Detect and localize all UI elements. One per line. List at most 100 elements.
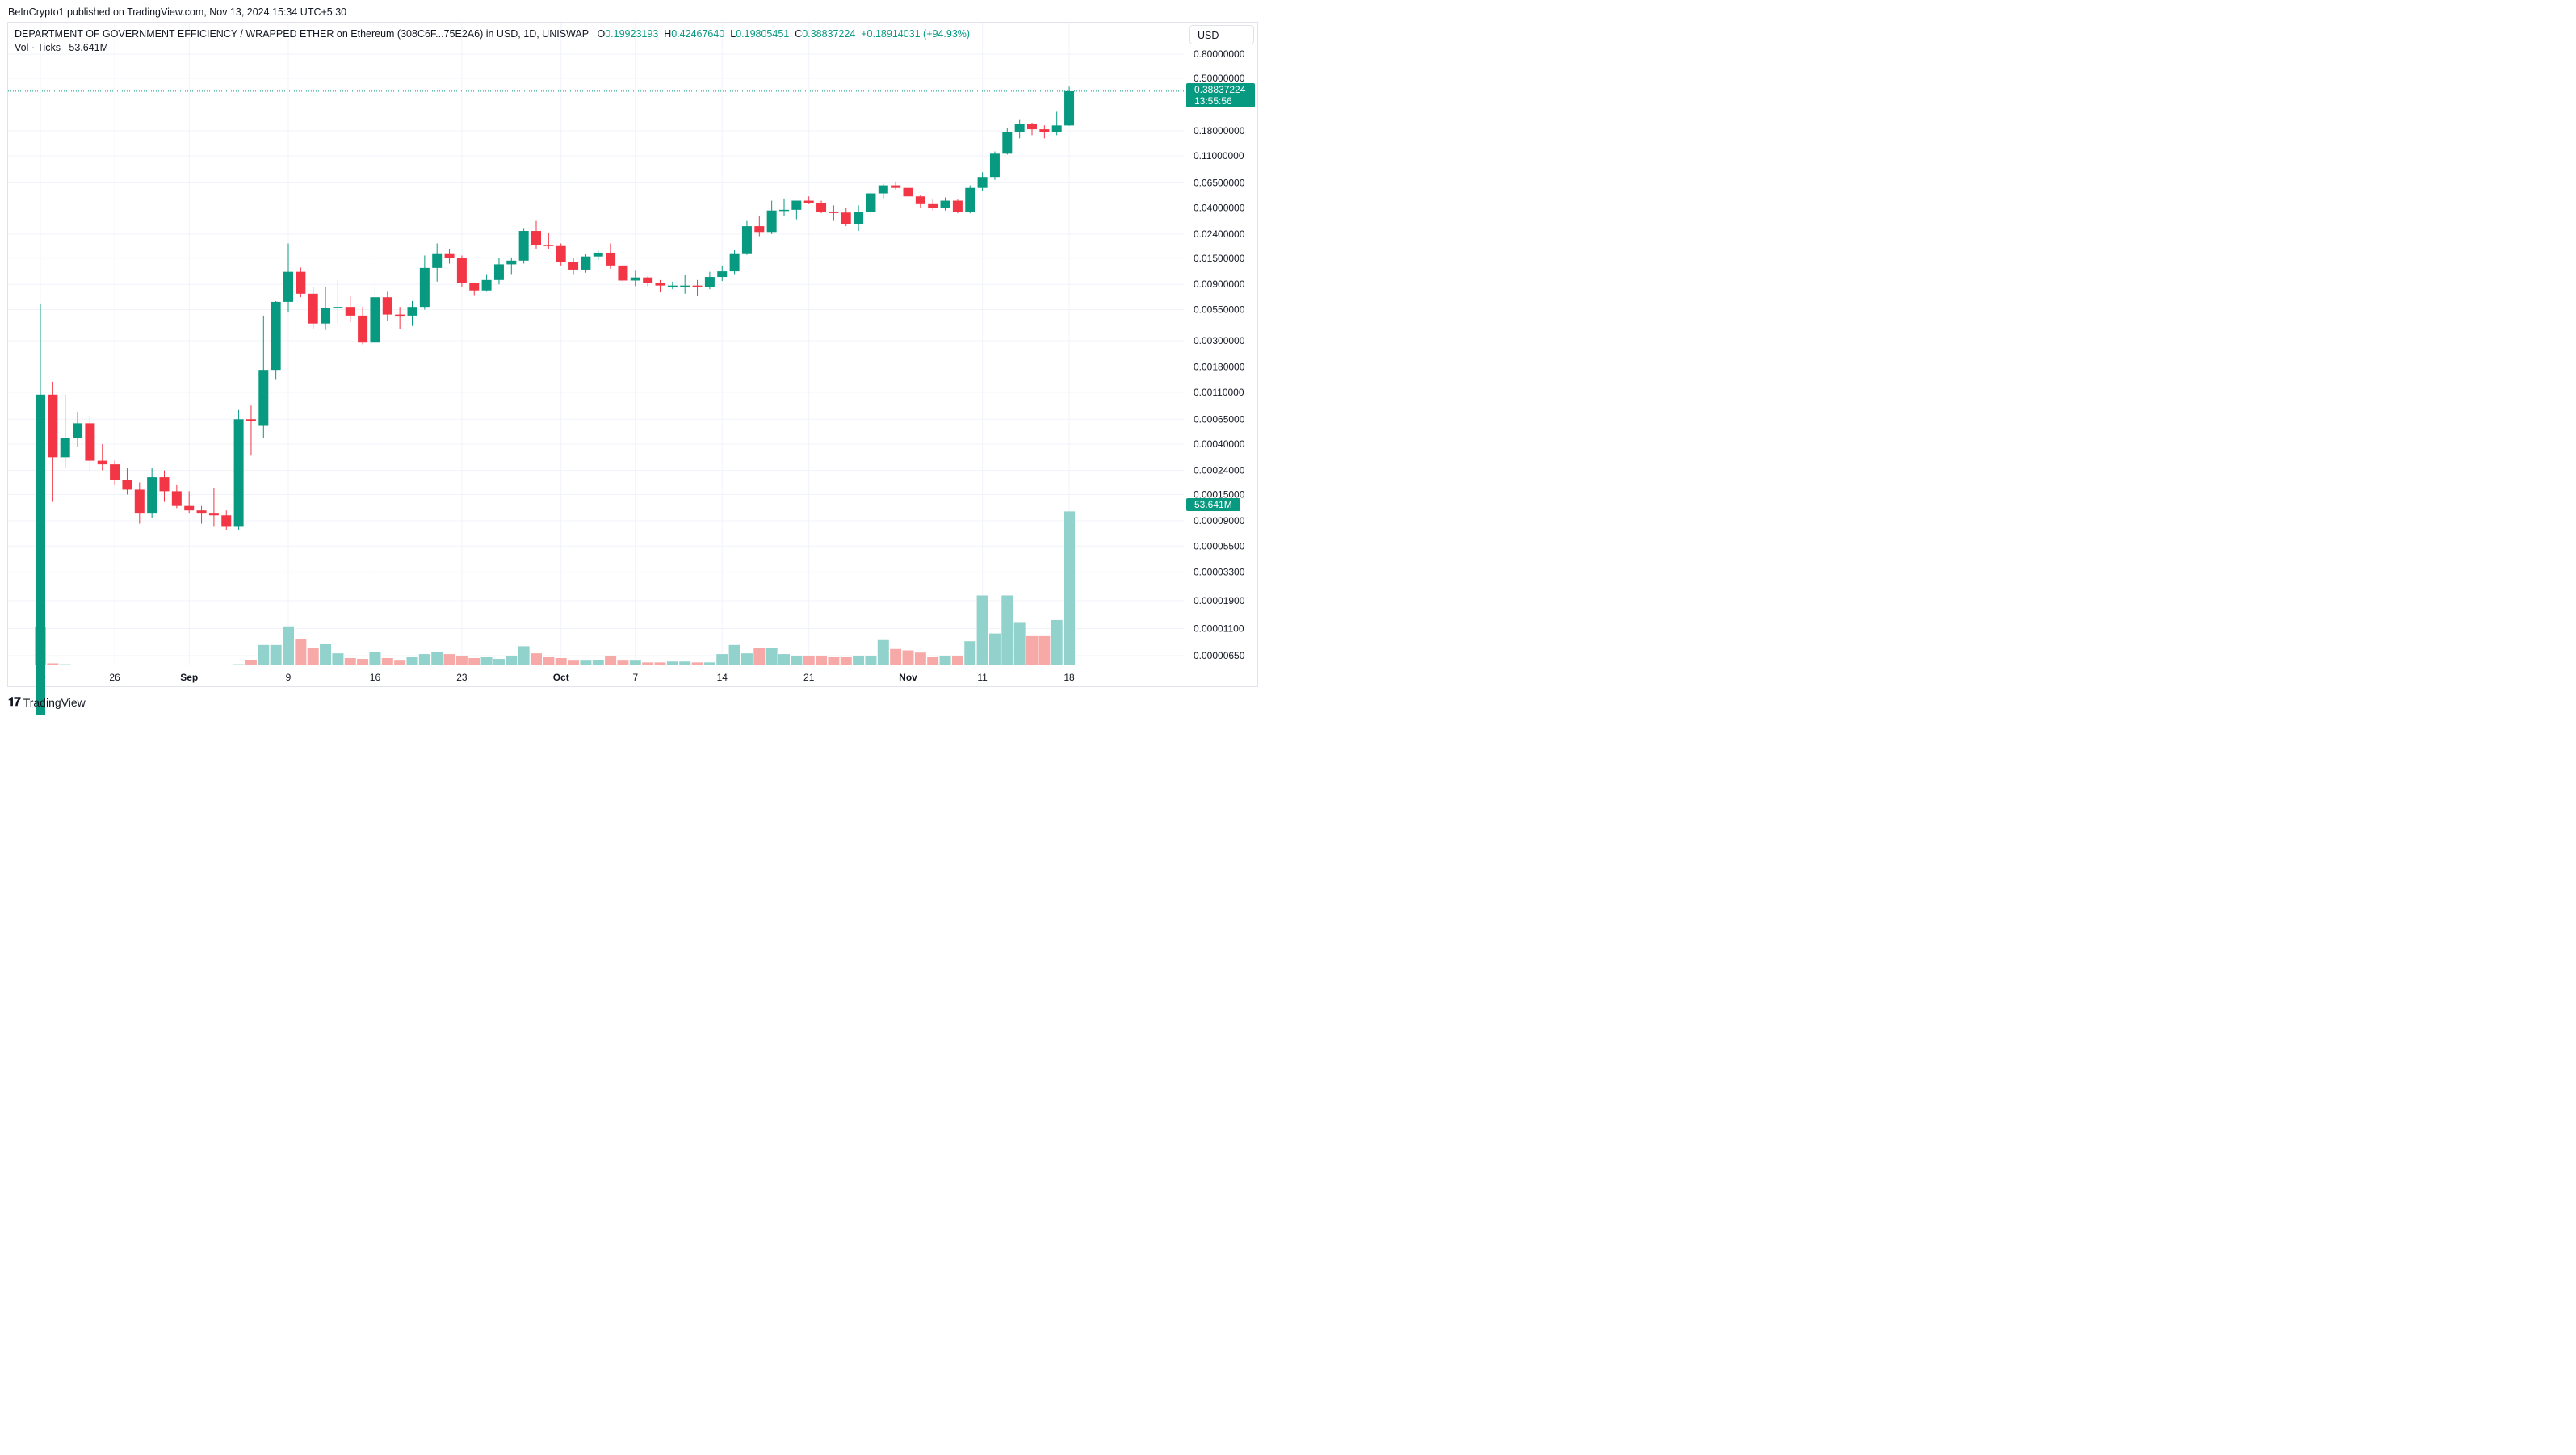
volume-bar [703,662,715,665]
candle-body [1051,125,1062,132]
candle-body [296,271,306,294]
candle-body [729,253,740,272]
y-tick-label: 0.00001100 [1194,623,1244,635]
candle-body [469,283,480,291]
candle-body [581,256,591,270]
y-tick-label: 0.00300000 [1194,335,1245,346]
candle-body [48,394,58,458]
volume-bar [394,660,406,665]
candle-body [977,177,988,188]
volume-value: 53.641M [69,42,109,53]
y-tick-label: 0.00040000 [1194,438,1245,450]
volume-bar [816,656,828,665]
volume-bar [418,654,430,665]
y-tick-label: 0.00024000 [1194,465,1245,476]
volume-bar [605,656,617,665]
x-tick-label: 14 [717,672,728,683]
volume-bar [778,654,790,665]
chart-frame [7,22,1258,687]
candle-body [345,307,355,316]
volume-bar [1064,511,1076,665]
x-tick-label: 9 [286,672,292,683]
volume-bar [976,595,988,665]
y-tick-label: 0.00009000 [1194,515,1245,526]
volume-bar [47,663,59,665]
volume-bar [914,652,926,665]
candle-body [233,419,244,527]
currency-button[interactable]: USD [1189,25,1254,44]
volume-bar [344,658,356,665]
y-tick-label: 0.06500000 [1194,178,1245,189]
y-tick-label: 0.04000000 [1194,202,1245,213]
candle-body [407,307,417,316]
high-value: 0.42467640 [671,28,725,40]
volume-bar [890,648,902,665]
candle-body [878,185,888,194]
volume-legend: Vol · Ticks 53.641M [15,42,108,53]
candle-body [283,271,293,302]
candle-body [915,196,925,204]
volume-bar [840,656,852,665]
candle-body [122,480,132,490]
candle-body [432,253,443,268]
price-chart[interactable]: 0.80000000 0.50000000 0.18000000 0.11000000… [0,0,1266,715]
candle-body [134,489,145,514]
candle-body [481,279,492,291]
candle-body [704,277,715,287]
candle-body [841,212,851,224]
candle-body [1064,90,1075,126]
volume-bar [295,639,307,665]
volume-bar [902,650,914,665]
volume-bar [568,660,580,665]
y-tick-label: 0.11000000 [1194,150,1244,161]
candle-body [36,394,45,715]
high-label: H [664,28,672,40]
volume-bar [791,656,803,665]
x-tick-label: 7 [632,672,638,683]
last-price-tag: 0.38837224 13:55:56 [1186,83,1255,107]
volume-bar [716,654,728,665]
candle-body [60,438,70,458]
volume-bar [865,656,877,665]
volume-bar [369,652,381,665]
candle-body [643,277,653,283]
candle-body [741,226,752,254]
symbol-title[interactable]: DEPARTMENT OF GOVERNMENT EFFICIENCY / WR… [15,28,589,40]
candle-body [531,231,541,245]
last-price-value: 0.38837224 [1194,84,1246,95]
candle-body [630,277,640,281]
volume-bar [320,644,332,665]
tradingview-logo[interactable]: 𝟏𝟕 TradingView [8,695,86,709]
x-tick-label: Oct [553,672,569,683]
volume-bar [939,656,951,665]
open-label: O [597,28,606,40]
volume-bar [480,656,493,665]
candle-body [866,193,876,212]
volume-bar [828,656,840,665]
volume-bar [1026,635,1038,665]
candle-body [419,267,430,308]
volume-bar [307,648,319,665]
volume-bar [270,644,282,665]
close-label: C [795,28,803,40]
open-value: 0.19923193 [605,28,659,40]
volume-bar [506,656,518,665]
candle-body [903,187,913,197]
volume-bar [691,662,703,665]
close-value: 0.38837224 [802,28,856,40]
candle-body [1002,132,1013,154]
volume-label[interactable]: Vol · Ticks [15,42,61,53]
y-tick-label: 0.00000650 [1194,650,1245,661]
volume-tag: 53.641M [1186,498,1240,511]
y-tick-label: 0.00180000 [1194,362,1245,373]
x-tick-label: 26 [109,672,120,683]
volume-bar [531,653,542,665]
y-tick-label: 0.18000000 [1194,125,1245,136]
x-tick-label: 16 [370,672,381,683]
low-label: L [730,28,736,40]
volume-bar [753,648,766,665]
volume-bar [654,662,666,665]
volume-bar [617,660,629,665]
candle-body [456,258,467,283]
candle-body [221,515,232,527]
